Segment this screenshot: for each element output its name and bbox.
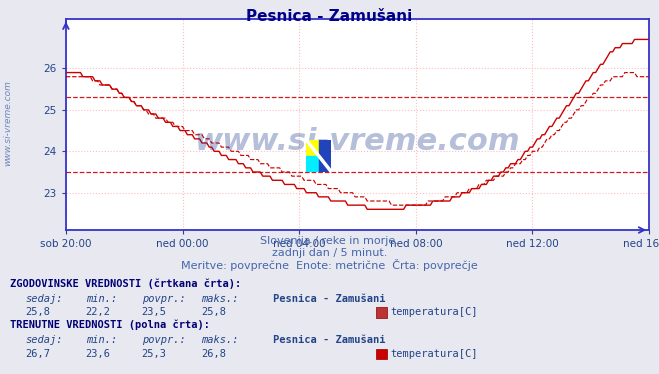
Text: www.si-vreme.com: www.si-vreme.com: [3, 80, 13, 166]
Text: 25,8: 25,8: [25, 307, 50, 318]
Text: maks.:: maks.:: [201, 335, 239, 345]
Text: Meritve: povprečne  Enote: metrične  Črta: povprečje: Meritve: povprečne Enote: metrične Črta:…: [181, 259, 478, 271]
Text: maks.:: maks.:: [201, 294, 239, 304]
Text: sedaj:: sedaj:: [25, 335, 63, 345]
Text: TRENUTNE VREDNOSTI (polna črta):: TRENUTNE VREDNOSTI (polna črta):: [10, 320, 210, 330]
Text: 22,2: 22,2: [86, 307, 111, 318]
Text: www.si-vreme.com: www.si-vreme.com: [194, 127, 521, 156]
Text: 23,6: 23,6: [86, 349, 111, 359]
Text: Pesnica - Zamušani: Pesnica - Zamušani: [273, 335, 386, 345]
Bar: [306, 156, 319, 172]
Text: ZGODOVINSKE VREDNOSTI (črtkana črta):: ZGODOVINSKE VREDNOSTI (črtkana črta):: [10, 279, 241, 289]
Text: min.:: min.:: [86, 294, 117, 304]
Text: 23,5: 23,5: [142, 307, 167, 318]
Text: 25,8: 25,8: [201, 307, 226, 318]
Text: povpr.:: povpr.:: [142, 294, 185, 304]
Text: 25,3: 25,3: [142, 349, 167, 359]
Text: temperatura[C]: temperatura[C]: [390, 349, 478, 359]
Text: 26,7: 26,7: [25, 349, 50, 359]
Text: Pesnica - Zamušani: Pesnica - Zamušani: [246, 9, 413, 24]
Text: povpr.:: povpr.:: [142, 335, 185, 345]
Text: Slovenija / reke in morje.: Slovenija / reke in morje.: [260, 236, 399, 246]
Text: Pesnica - Zamušani: Pesnica - Zamušani: [273, 294, 386, 304]
Text: min.:: min.:: [86, 335, 117, 345]
Text: zadnji dan / 5 minut.: zadnji dan / 5 minut.: [272, 248, 387, 258]
Text: 26,8: 26,8: [201, 349, 226, 359]
Bar: [306, 140, 319, 156]
Text: temperatura[C]: temperatura[C]: [390, 307, 478, 318]
Bar: [319, 140, 331, 172]
Text: sedaj:: sedaj:: [25, 294, 63, 304]
